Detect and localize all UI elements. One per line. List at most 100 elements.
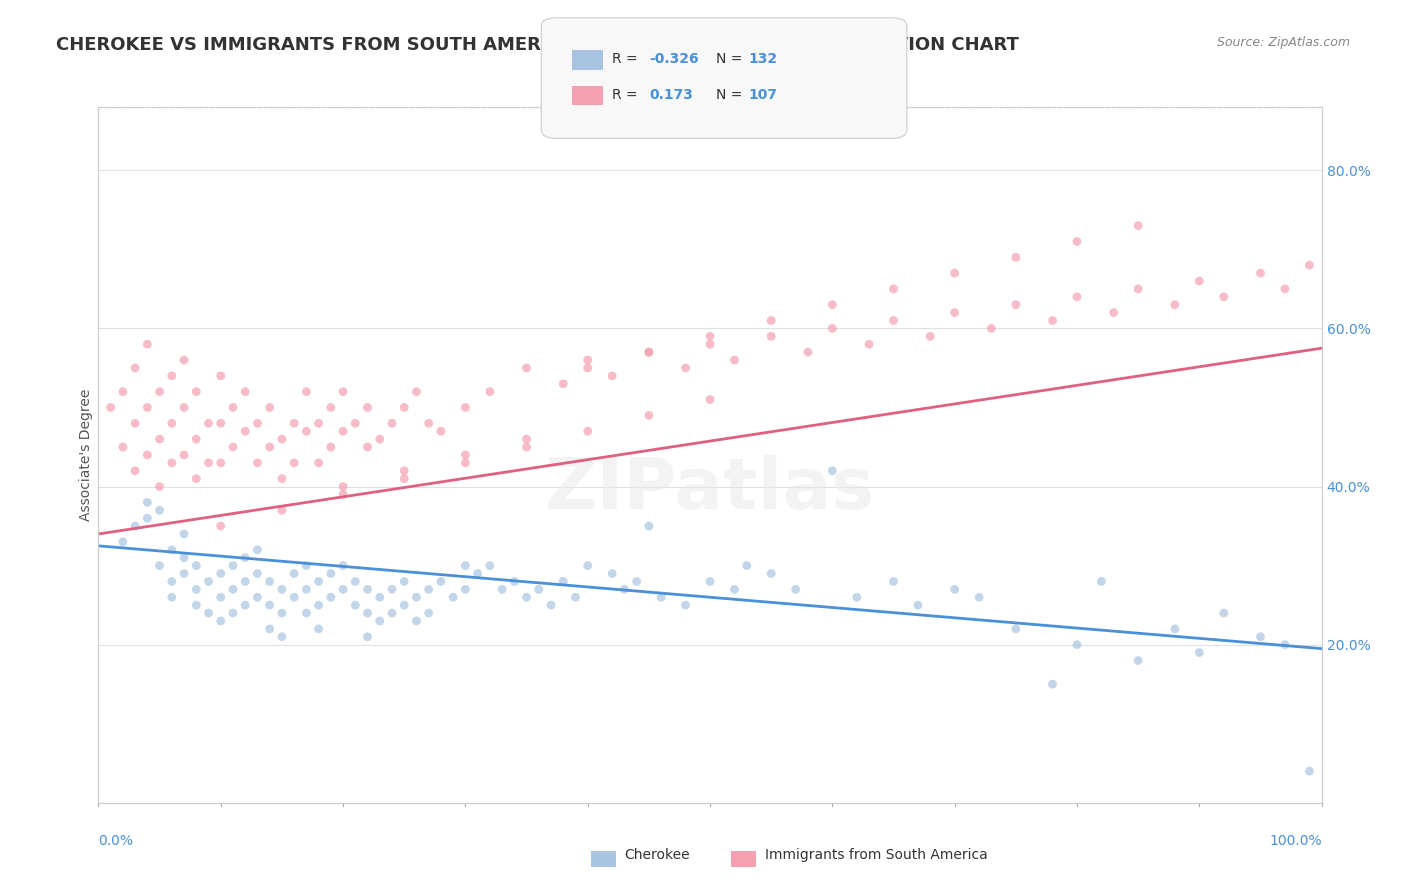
Point (149, 558, 172, 573)
Point (259, 622, 281, 636)
Point (1128, 219, 1150, 233)
Point (233, 424, 256, 438)
Point (209, 368, 232, 383)
Text: Immigrants from South America: Immigrants from South America (765, 847, 987, 862)
Point (332, 558, 354, 573)
Point (1249, 266, 1271, 280)
Point (246, 566, 269, 581)
Point (723, 582, 745, 597)
Point (222, 440, 245, 454)
Point (295, 582, 318, 597)
Point (233, 550, 256, 565)
Point (197, 606, 219, 620)
Point (283, 417, 305, 431)
Point (160, 417, 183, 431)
Point (283, 456, 305, 470)
Point (821, 298, 844, 312)
Point (186, 558, 208, 573)
Point (160, 591, 183, 605)
Point (576, 360, 599, 375)
Point (1188, 274, 1211, 288)
Point (344, 417, 367, 431)
Point (319, 566, 342, 581)
Point (1188, 646, 1211, 660)
Point (943, 582, 966, 597)
Point (332, 487, 354, 501)
Point (1298, 764, 1320, 779)
Point (332, 384, 354, 399)
Y-axis label: Associate's Degree: Associate's Degree (79, 389, 93, 521)
Point (392, 598, 416, 612)
Point (259, 598, 281, 612)
Text: Source: ZipAtlas.com: Source: ZipAtlas.com (1216, 36, 1350, 49)
Point (308, 417, 330, 431)
Point (356, 582, 378, 597)
Text: 0.0%: 0.0% (98, 834, 134, 848)
Point (233, 384, 256, 399)
Point (515, 432, 537, 446)
Point (160, 542, 183, 557)
Point (1102, 305, 1125, 319)
Point (761, 313, 783, 327)
Point (356, 440, 378, 454)
Point (186, 472, 208, 486)
Point (186, 384, 208, 399)
Point (295, 424, 318, 438)
Point (1042, 313, 1064, 327)
Point (270, 432, 294, 446)
Point (392, 472, 416, 486)
Point (699, 337, 721, 351)
Point (553, 376, 575, 391)
Point (1128, 282, 1150, 296)
Point (478, 558, 501, 573)
Point (160, 368, 183, 383)
Point (675, 360, 697, 375)
Point (209, 519, 232, 533)
Point (368, 591, 391, 605)
Text: CHEROKEE VS IMMIGRANTS FROM SOUTH AMERICA ASSOCIATE'S DEGREE CORRELATION CHART: CHEROKEE VS IMMIGRANTS FROM SOUTH AMERIC… (56, 36, 1019, 54)
Point (430, 574, 453, 589)
Point (392, 574, 416, 589)
Point (173, 527, 195, 541)
Point (186, 582, 208, 597)
Point (111, 440, 134, 454)
Point (845, 591, 868, 605)
Point (233, 598, 256, 612)
Point (626, 574, 648, 589)
Point (209, 566, 232, 581)
Point (209, 417, 232, 431)
Point (943, 305, 966, 319)
Point (186, 432, 208, 446)
Point (515, 591, 537, 605)
Point (381, 582, 404, 597)
Point (1004, 622, 1026, 636)
Point (405, 591, 427, 605)
Point (173, 550, 195, 565)
Text: R =: R = (612, 87, 641, 102)
Point (441, 591, 464, 605)
Point (920, 329, 942, 343)
Text: -0.326: -0.326 (650, 52, 699, 66)
Point (368, 432, 391, 446)
Point (1164, 298, 1187, 312)
Point (100, 401, 122, 415)
Point (1004, 250, 1026, 264)
Text: 132: 132 (748, 52, 778, 66)
Point (1212, 290, 1234, 304)
Point (319, 591, 342, 605)
Point (246, 542, 269, 557)
Point (295, 606, 318, 620)
Point (723, 353, 745, 368)
Point (332, 424, 354, 438)
Point (650, 591, 672, 605)
Point (308, 622, 330, 636)
Point (173, 401, 195, 415)
Point (1164, 622, 1187, 636)
Point (222, 558, 245, 573)
Point (1128, 653, 1150, 667)
Point (149, 503, 172, 517)
Point (430, 424, 453, 438)
Point (136, 511, 159, 525)
Point (319, 401, 342, 415)
Text: Cherokee: Cherokee (624, 847, 690, 862)
